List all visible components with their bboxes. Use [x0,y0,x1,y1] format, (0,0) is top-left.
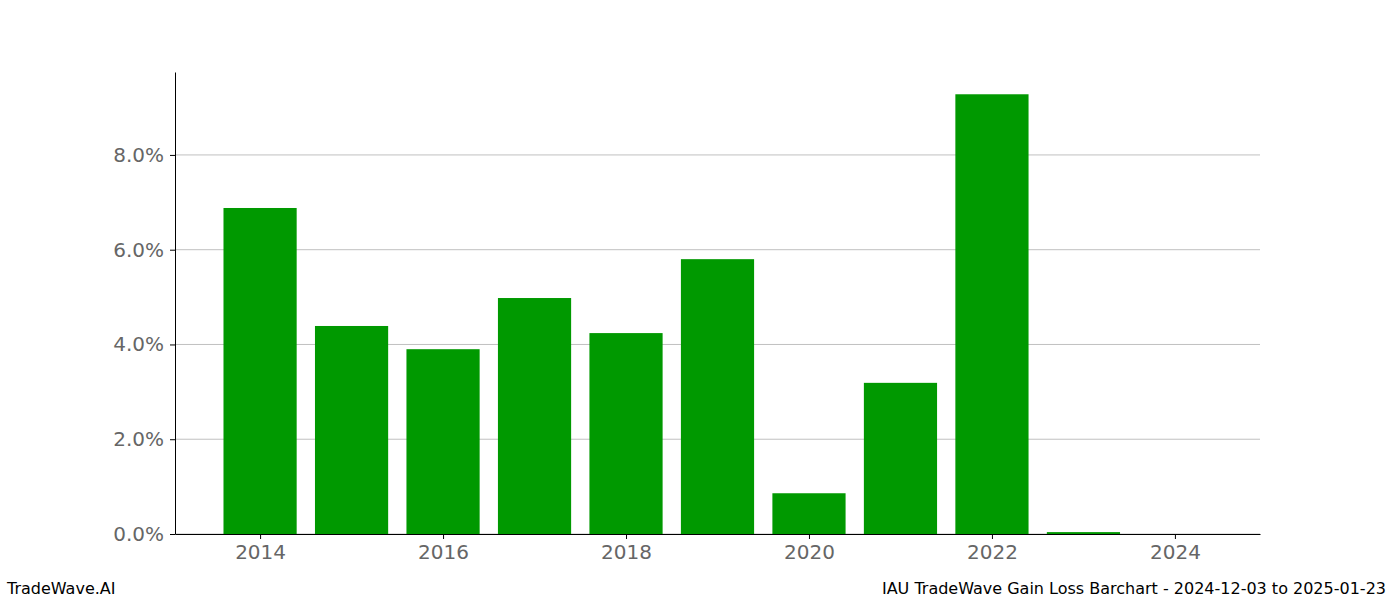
x-tick: 2024 [1150,534,1201,564]
grid-line [175,154,1260,155]
x-tick-label: 2024 [1150,540,1201,564]
bar [772,493,845,534]
bar [1047,532,1120,534]
y-tick-mark [170,344,175,345]
bar [223,208,296,534]
bar [498,298,571,534]
y-tick-mark [170,534,175,535]
x-axis-line [176,534,1261,535]
y-tick-label: 6.0% [113,238,164,262]
y-tick-mark [170,250,175,251]
bar [681,259,754,534]
y-tick-label: 8.0% [113,143,164,167]
bar [1138,534,1211,535]
x-tick-label: 2018 [601,540,652,564]
y-tick: 0.0% [113,522,175,546]
grid [175,155,1260,534]
x-tick-mark [1175,534,1176,539]
x-tick-label: 2014 [235,540,286,564]
x-tick: 2016 [418,534,469,564]
bar [864,383,937,534]
watermark: TradeWave.AI [6,579,115,598]
x-tick: 2014 [235,534,286,564]
x-tick: 2018 [601,534,652,564]
plot: 0.0% 2.0% 4.0% 6.0% 8.0% 2014 2016 2018 2020 2022… [113,73,1260,565]
y-axis: 0.0% 2.0% 4.0% 6.0% 8.0% [113,73,175,546]
grid-line [175,249,1260,250]
y-tick: 6.0% [113,238,175,262]
chart: 0.0% 2.0% 4.0% 6.0% 8.0% 2014 2016 2018 2020 2022… [0,0,1400,600]
x-tick-mark [260,534,261,539]
x-tick-label: 2016 [418,540,469,564]
y-tick: 8.0% [113,143,175,167]
y-tick-label: 4.0% [113,332,164,356]
bars [223,94,1120,534]
y-tick-label: 0.0% [113,522,164,546]
y-tick: 4.0% [113,332,175,356]
x-tick-label: 2022 [967,540,1018,564]
x-tick: 2020 [784,534,835,564]
y-tick: 2.0% [113,427,175,451]
y-tick-label: 2.0% [113,427,164,451]
x-axis: 2014 2016 2018 2020 2022 2024 [176,534,1261,564]
title: IAU TradeWave Gain Loss Barchart - 2024-… [882,579,1386,598]
bar [955,94,1028,534]
x-tick-mark [992,534,993,539]
x-tick-mark [443,534,444,539]
y-tick-mark [170,439,175,440]
bar [315,326,388,534]
bar [589,333,662,534]
x-tick-mark [809,534,810,539]
x-tick: 2022 [967,534,1018,564]
x-tick-label: 2020 [784,540,835,564]
y-tick-mark [170,155,175,156]
y-axis-line [175,73,176,535]
bar [406,349,479,534]
x-tick-mark [626,534,627,539]
